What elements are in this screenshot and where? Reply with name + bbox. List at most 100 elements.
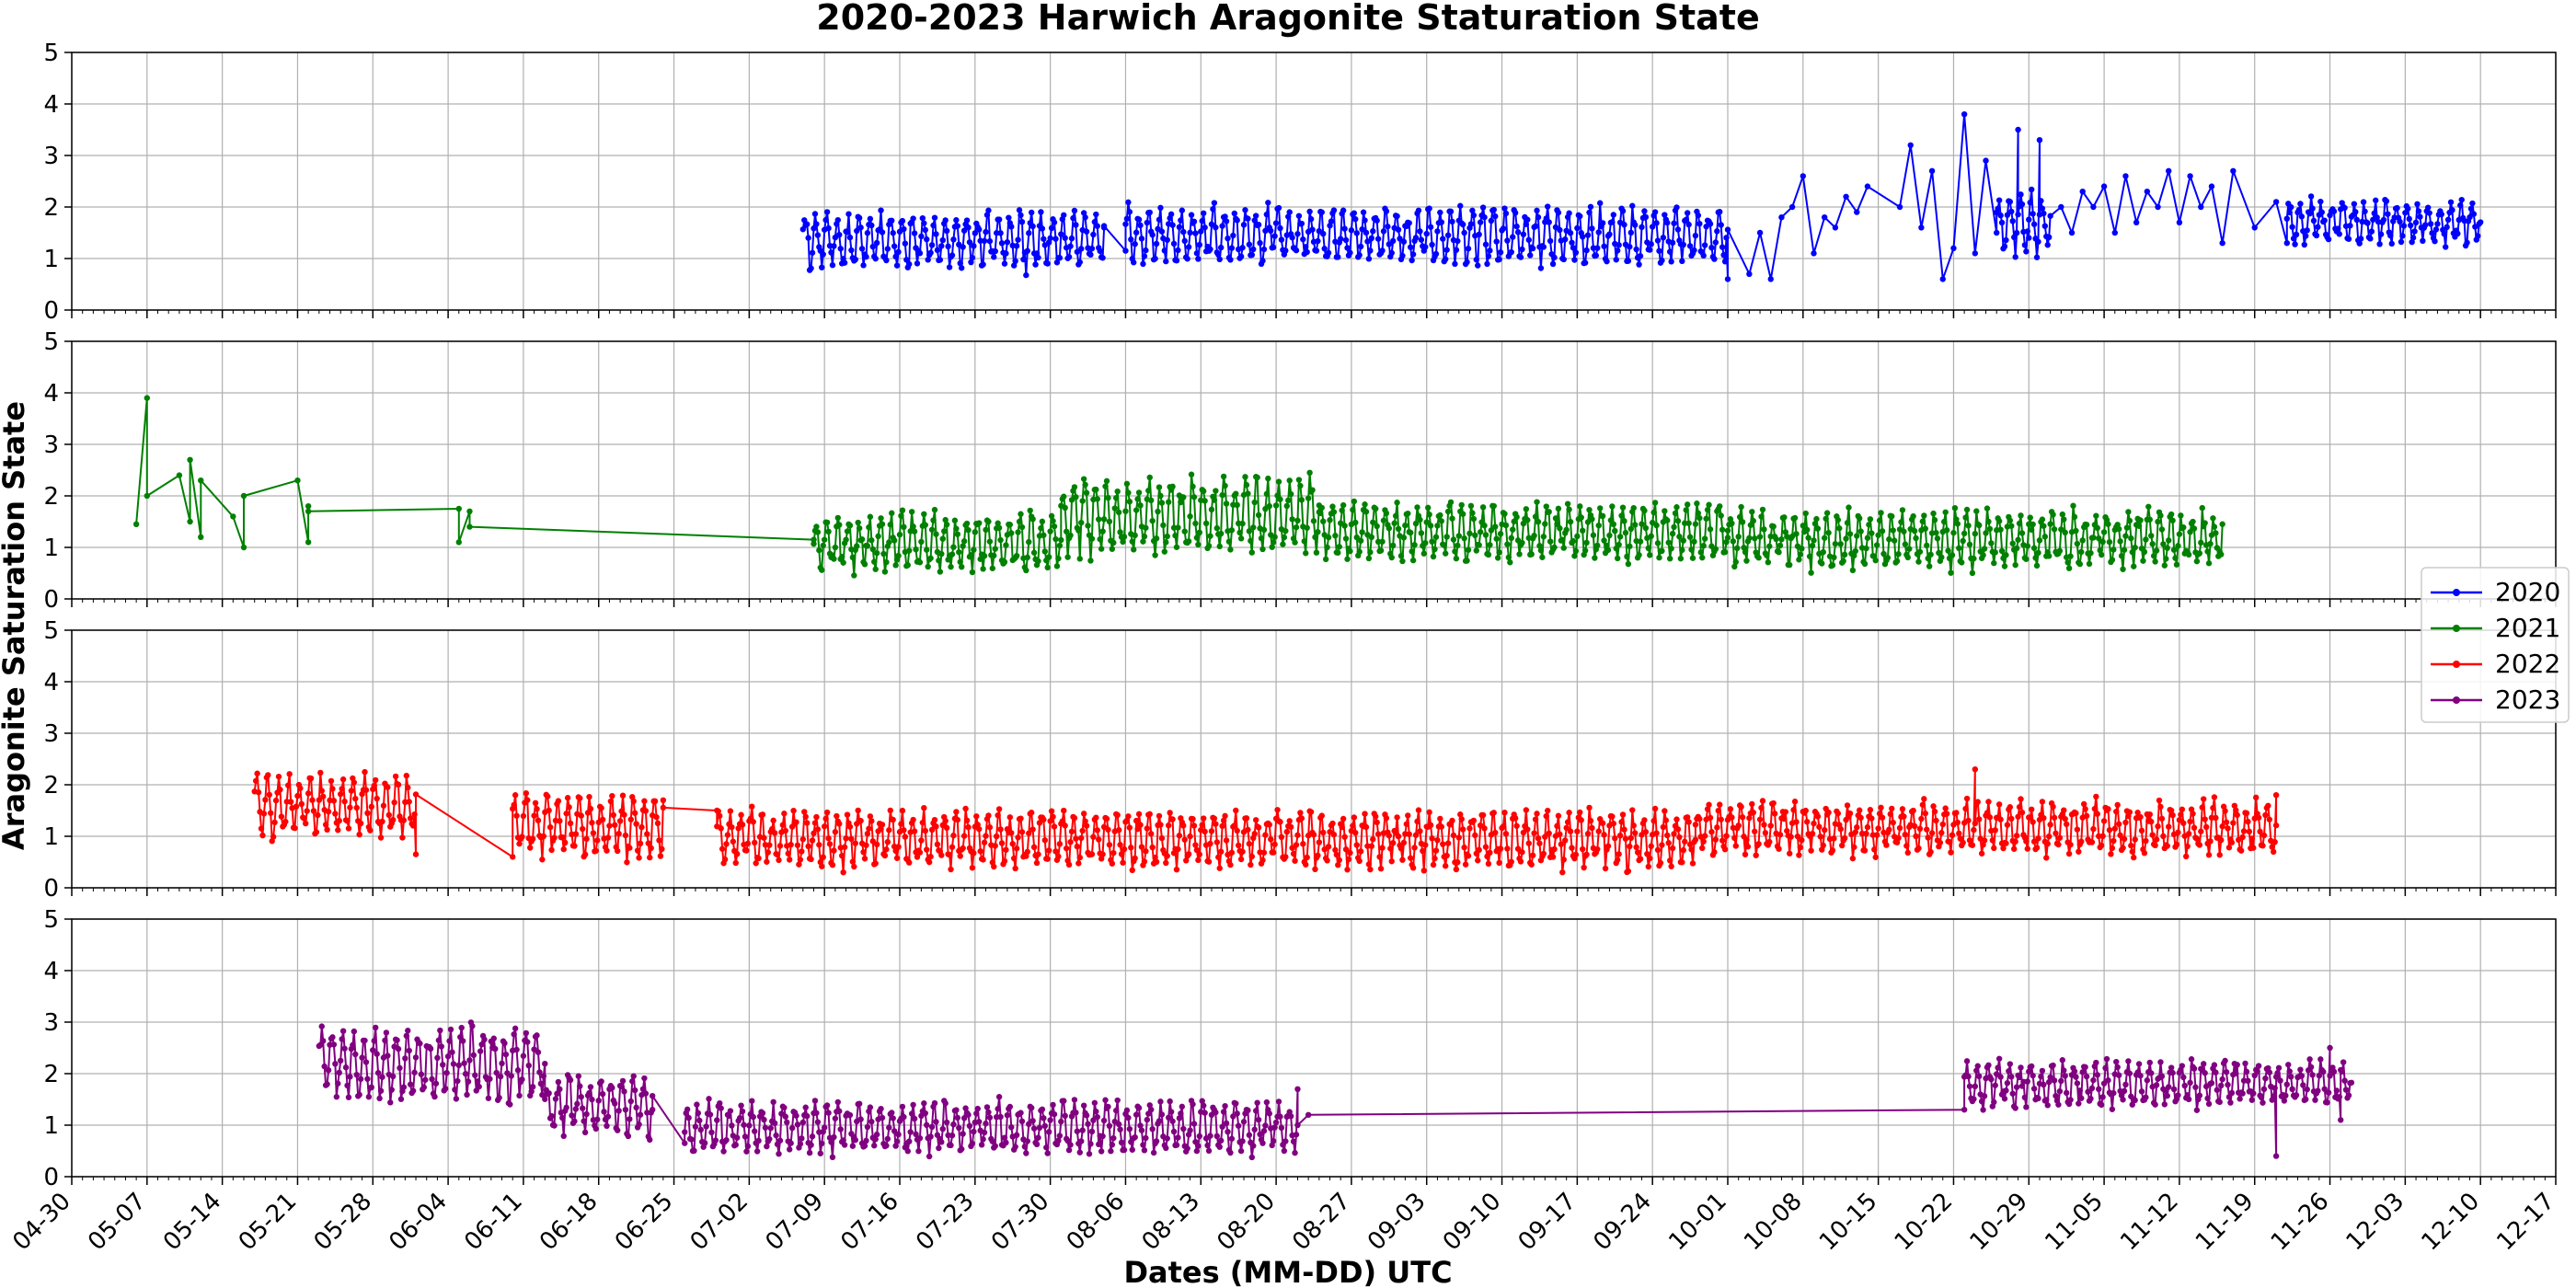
data-point (1614, 247, 1621, 254)
data-point (1407, 529, 1414, 536)
data-point (916, 849, 924, 856)
data-point (2041, 223, 2049, 229)
data-point (1994, 229, 2000, 236)
data-point (969, 865, 976, 871)
data-point (1409, 557, 1417, 564)
data-point (1543, 812, 1549, 820)
data-point (989, 565, 996, 571)
data-point (2080, 800, 2087, 808)
data-point (1930, 803, 1937, 810)
data-point (1724, 276, 1731, 282)
data-point (2330, 208, 2338, 214)
data-point (321, 1063, 328, 1070)
data-point (412, 851, 420, 857)
data-point (1309, 487, 1316, 493)
data-point (1380, 517, 1387, 523)
data-point (1003, 250, 1009, 257)
data-point (370, 1047, 376, 1053)
data-point (1350, 506, 1356, 513)
data-point (2079, 189, 2086, 195)
data-point (542, 1096, 548, 1102)
data-point (259, 832, 266, 839)
data-point (1096, 836, 1102, 843)
data-point (1163, 859, 1169, 867)
data-point (427, 1045, 434, 1052)
data-point (1610, 521, 1617, 528)
data-point (1193, 250, 1201, 257)
data-point (1924, 826, 1930, 833)
data-point (490, 1035, 497, 1041)
data-point (962, 805, 969, 812)
data-point (2030, 221, 2038, 227)
data-point (2191, 824, 2198, 831)
data-point (983, 212, 991, 218)
data-point (2201, 796, 2207, 802)
data-point (863, 842, 869, 848)
data-point (399, 834, 406, 841)
data-point (298, 800, 305, 808)
data-point (2086, 560, 2093, 568)
data-point (1246, 840, 1253, 847)
data-point (531, 812, 537, 819)
data-point (1125, 813, 1132, 820)
data-point (1335, 549, 1341, 556)
data-point (2041, 210, 2047, 217)
data-point (1148, 497, 1155, 504)
data-point (1841, 551, 1848, 558)
data-point (950, 544, 957, 550)
data-point (607, 798, 615, 805)
data-point (938, 550, 945, 558)
data-point (1216, 543, 1223, 550)
data-point (1205, 858, 1213, 865)
data-point (2033, 562, 2041, 569)
data-point (1400, 839, 1408, 846)
data-point (1621, 222, 1627, 228)
data-point (567, 1076, 574, 1084)
data-point (1540, 244, 1547, 250)
data-point (599, 1090, 606, 1098)
data-point (1472, 532, 1478, 539)
data-point (1271, 841, 1278, 847)
data-point (973, 813, 980, 820)
data-point (260, 811, 268, 817)
data-point (403, 1032, 409, 1040)
data-point (630, 798, 637, 805)
data-point (1578, 817, 1584, 823)
data-point (1995, 518, 2003, 524)
data-point (1921, 796, 1927, 802)
data-point (995, 524, 1003, 531)
data-point (1310, 518, 1317, 524)
data-point (2152, 842, 2158, 849)
data-point (1517, 254, 1524, 260)
data-point (481, 1036, 488, 1043)
data-point (1058, 536, 1064, 544)
data-point (1609, 813, 1616, 820)
data-point (1041, 548, 1048, 555)
data-point (1140, 260, 1146, 268)
data-point (1481, 213, 1488, 221)
data-point (1799, 836, 1805, 844)
data-point (1110, 539, 1117, 546)
data-point (2152, 558, 2158, 565)
data-point (969, 254, 976, 261)
data-point (2110, 837, 2117, 845)
data-point (1701, 242, 1708, 248)
data-point (749, 803, 755, 810)
data-point (1843, 193, 1849, 200)
y-tick-label: 0 (43, 297, 59, 325)
data-point (943, 824, 950, 832)
data-point (1673, 504, 1680, 511)
data-point (2109, 557, 2116, 563)
data-point (1012, 258, 1018, 265)
data-point (2420, 237, 2426, 245)
data-point (2024, 543, 2031, 549)
data-point (729, 823, 735, 831)
data-point (1685, 221, 1692, 228)
data-point (1051, 523, 1058, 530)
data-point (1200, 815, 1207, 822)
data-point (1228, 245, 1236, 251)
data-point (1911, 822, 1918, 830)
data-point (511, 801, 517, 809)
data-point (1653, 522, 1660, 529)
data-point (1424, 504, 1432, 512)
